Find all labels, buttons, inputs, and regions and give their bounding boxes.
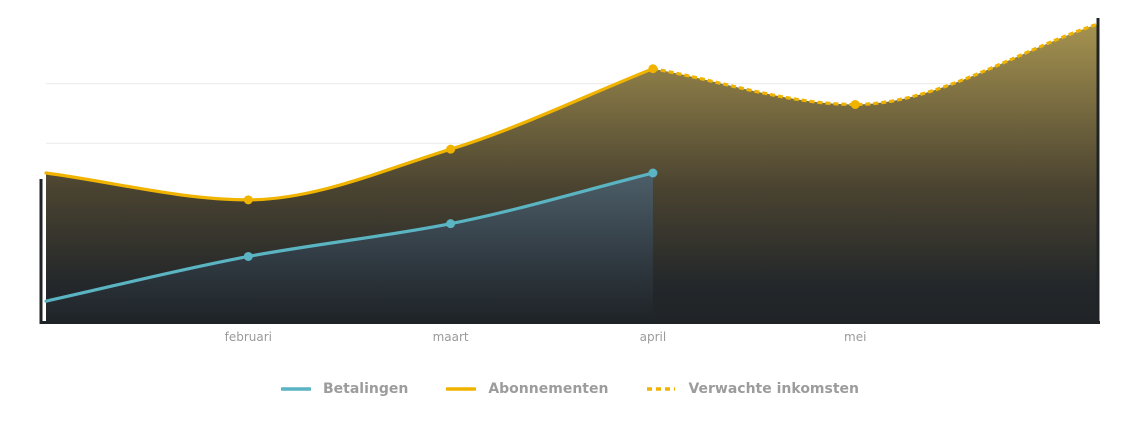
x-axis-ticks: februari maart april mei [225, 330, 867, 344]
legend-swatch-abonnementen [446, 387, 477, 391]
axes [39, 18, 1100, 324]
x-tick-label: maart [433, 330, 469, 344]
series-lines [44, 22, 1099, 303]
legend-item-verwachte-inkomsten[interactable]: Verwachte inkomsten [646, 381, 859, 397]
abonnementen-point[interactable] [446, 144, 456, 154]
betalingen-point[interactable] [446, 219, 456, 229]
betalingen-line [44, 171, 655, 303]
abonnementen-line [44, 67, 655, 202]
betalingen-point[interactable] [243, 251, 253, 261]
verwachte-inkomsten-point[interactable] [850, 99, 860, 109]
legend-label-verwachte-inkomsten: Verwachte inkomsten [688, 381, 860, 397]
legend-label-abonnementen: Abonnementen [488, 381, 609, 397]
data-points [243, 64, 860, 261]
betalingen-point[interactable] [648, 168, 658, 178]
legend: Betalingen Abonnementen Verwachte inkoms… [0, 374, 1140, 404]
legend-swatch-verwachte-inkomsten [647, 387, 676, 391]
area-fills [46, 24, 1098, 322]
legend-label-betalingen: Betalingen [322, 381, 409, 397]
x-tick-label: april [640, 330, 667, 344]
x-tick-label: mei [844, 330, 866, 344]
x-tick-label: februari [225, 330, 272, 344]
legend-item-abonnementen[interactable]: Abonnementen [446, 381, 608, 397]
abonnementen-point[interactable] [648, 64, 658, 74]
verwachte-inkomsten-line [652, 22, 1099, 107]
legend-swatch-betalingen [280, 387, 311, 391]
betalingen-area [46, 173, 653, 322]
abonnementen-point[interactable] [243, 195, 253, 205]
legend-item-betalingen[interactable]: Betalingen [280, 381, 409, 397]
